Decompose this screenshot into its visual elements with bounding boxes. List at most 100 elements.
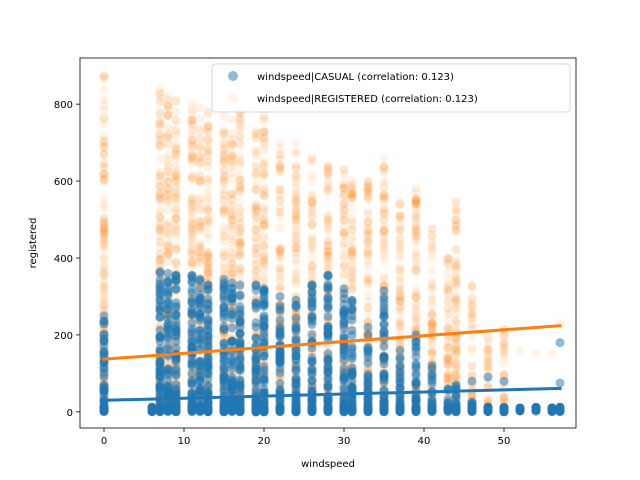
data-point	[259, 137, 269, 147]
data-point	[219, 165, 229, 175]
data-point	[235, 405, 245, 415]
data-point	[251, 146, 261, 155]
data-point	[219, 251, 229, 261]
data-point	[99, 300, 109, 310]
data-point	[467, 346, 477, 356]
data-point	[259, 242, 269, 252]
data-point	[235, 246, 245, 256]
data-point	[259, 213, 269, 223]
data-point	[235, 241, 245, 251]
data-point	[395, 367, 405, 377]
data-point	[99, 217, 109, 227]
data-point	[235, 119, 245, 129]
data-point	[235, 183, 245, 192]
data-point	[203, 206, 213, 216]
data-point	[203, 270, 213, 280]
data-point	[195, 206, 205, 216]
data-point	[323, 236, 333, 246]
data-point	[275, 246, 285, 256]
data-point	[187, 136, 197, 146]
data-point	[195, 192, 205, 202]
data-point	[155, 96, 165, 106]
data-point	[307, 197, 317, 207]
data-point	[347, 214, 357, 224]
data-point	[163, 278, 173, 288]
data-point	[555, 378, 565, 388]
data-point	[235, 114, 245, 124]
data-point	[227, 215, 237, 225]
data-point	[307, 220, 317, 230]
data-point	[155, 212, 165, 222]
data-point	[195, 217, 205, 227]
data-point	[395, 407, 405, 416]
data-point	[155, 333, 165, 342]
data-point	[99, 319, 109, 329]
data-point	[227, 252, 237, 262]
data-point	[259, 205, 269, 215]
data-point	[155, 259, 165, 268]
data-point	[203, 267, 213, 277]
data-point	[291, 198, 301, 208]
data-point	[339, 355, 349, 365]
data-point	[251, 333, 261, 343]
data-point	[451, 339, 461, 349]
data-point	[171, 107, 181, 117]
data-point	[99, 239, 109, 249]
y-tick-label: 600	[54, 177, 73, 188]
data-point	[235, 237, 245, 247]
data-point	[155, 141, 165, 151]
data-point	[155, 181, 165, 191]
data-point	[99, 263, 109, 272]
data-point	[99, 226, 109, 235]
data-point	[323, 311, 333, 321]
data-point	[275, 248, 285, 258]
data-point	[203, 258, 213, 268]
data-point	[379, 246, 389, 256]
data-point	[219, 292, 229, 302]
data-point	[395, 275, 405, 285]
data-point	[219, 405, 229, 415]
data-point	[163, 123, 173, 133]
data-point	[163, 141, 173, 150]
data-point	[275, 253, 285, 263]
data-point	[219, 231, 229, 240]
data-point	[163, 249, 173, 259]
data-point	[531, 406, 541, 416]
data-point	[99, 141, 109, 151]
data-point	[259, 406, 269, 416]
data-point	[427, 346, 437, 356]
data-point	[251, 206, 261, 216]
data-point	[227, 221, 237, 230]
data-point	[235, 180, 245, 190]
data-point	[99, 280, 109, 290]
data-point	[195, 158, 205, 168]
data-point	[171, 115, 181, 125]
data-point	[323, 248, 333, 257]
data-point	[227, 309, 237, 319]
data-point	[187, 249, 197, 259]
data-point	[251, 128, 261, 138]
data-point	[251, 185, 261, 195]
data-point	[163, 177, 173, 187]
data-point	[259, 216, 269, 225]
data-point	[171, 284, 181, 294]
data-point	[427, 361, 437, 371]
data-point	[163, 171, 173, 181]
data-point	[251, 167, 261, 177]
data-point	[275, 222, 285, 232]
data-point	[155, 119, 165, 129]
data-point	[219, 173, 229, 183]
data-point	[171, 131, 181, 141]
data-point	[155, 171, 165, 181]
data-point	[227, 230, 237, 240]
data-point	[155, 167, 165, 177]
data-point	[195, 151, 205, 161]
data-point	[259, 111, 269, 121]
data-point	[291, 215, 301, 225]
data-point	[195, 220, 205, 230]
data-point	[235, 141, 245, 150]
data-point	[99, 174, 109, 184]
data-point	[195, 357, 205, 366]
data-point	[99, 221, 109, 231]
data-point	[251, 255, 261, 264]
